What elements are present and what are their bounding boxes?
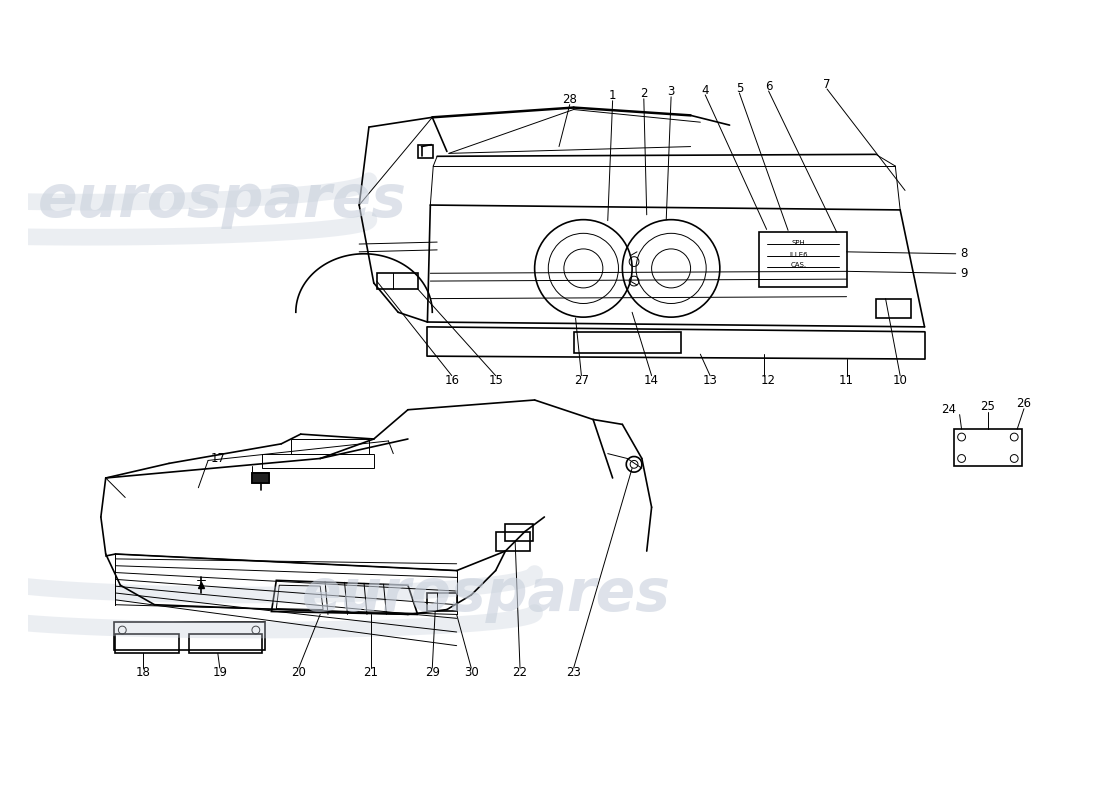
Text: eurospares: eurospares	[301, 566, 670, 623]
Text: 11: 11	[839, 374, 854, 387]
Bar	[252, 473, 270, 483]
Bar	[954, 430, 1022, 466]
Text: 15: 15	[488, 374, 503, 387]
Text: SPH: SPH	[792, 240, 805, 246]
Text: 29: 29	[425, 666, 440, 679]
Text: 21: 21	[363, 666, 378, 679]
Text: 8: 8	[960, 247, 967, 260]
Text: 17: 17	[210, 452, 225, 465]
Text: 26: 26	[1016, 398, 1032, 410]
Bar	[113, 622, 265, 650]
Text: 1: 1	[609, 90, 616, 102]
Bar	[418, 145, 433, 158]
Text: 24: 24	[942, 403, 956, 416]
Text: 23: 23	[566, 666, 581, 679]
Text: 30: 30	[464, 666, 478, 679]
Text: 2: 2	[640, 87, 648, 101]
Bar	[116, 634, 179, 654]
Text: 6: 6	[764, 80, 772, 93]
Bar	[252, 473, 270, 483]
Text: 12: 12	[761, 374, 777, 387]
Text: 7: 7	[823, 78, 830, 90]
Bar	[876, 298, 911, 318]
Text: 4: 4	[702, 83, 710, 97]
Text: 9: 9	[960, 266, 967, 280]
Bar	[496, 531, 530, 551]
Text: 20: 20	[292, 666, 306, 679]
Bar	[759, 232, 847, 287]
Text: 13: 13	[703, 374, 717, 387]
Bar	[505, 524, 532, 542]
Text: 18: 18	[135, 666, 151, 679]
Text: 19: 19	[212, 666, 228, 679]
Text: 22: 22	[513, 666, 528, 679]
Text: 5: 5	[736, 82, 743, 94]
Text: 25: 25	[980, 400, 996, 414]
Text: 27: 27	[574, 374, 589, 387]
Bar	[376, 274, 418, 289]
Bar	[290, 439, 369, 454]
Text: eurospares: eurospares	[39, 172, 407, 229]
Text: 10: 10	[893, 374, 907, 387]
Text: 28: 28	[562, 94, 578, 106]
Bar	[428, 593, 456, 610]
Bar	[188, 634, 262, 654]
Bar	[262, 454, 374, 468]
Text: 3: 3	[668, 86, 674, 98]
Text: CAS.: CAS.	[791, 262, 807, 269]
Text: ILLE6: ILLE6	[790, 252, 808, 258]
Text: 14: 14	[645, 374, 659, 387]
Text: 16: 16	[444, 374, 460, 387]
Bar	[573, 332, 681, 354]
